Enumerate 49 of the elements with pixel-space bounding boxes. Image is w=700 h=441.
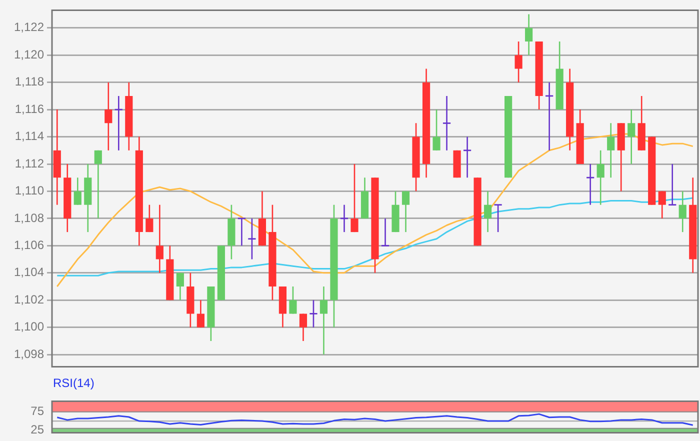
candlestick xyxy=(320,286,328,356)
candlestick xyxy=(514,40,522,83)
candlestick xyxy=(146,204,154,233)
candlestick xyxy=(238,218,246,246)
y-tick-label: 1,110 xyxy=(14,184,44,198)
y-tick-label: 1,116 xyxy=(14,102,44,116)
candlestick xyxy=(104,82,112,152)
y-tick-label: 1,098 xyxy=(14,346,44,361)
candlestick xyxy=(484,190,492,233)
chart-title: RSI(14) xyxy=(53,376,94,390)
y-tick-label: 1,112 xyxy=(14,156,44,170)
candlestick xyxy=(114,95,122,152)
candlestick xyxy=(586,163,594,206)
candlestick xyxy=(340,204,348,233)
candlestick xyxy=(463,136,472,178)
candlestick xyxy=(381,218,390,246)
candlestick xyxy=(628,108,636,165)
y-tick-label: 1,108 xyxy=(14,210,44,225)
y-tick-label: 1,122 xyxy=(14,20,44,34)
candlestick xyxy=(494,204,502,233)
candlestick xyxy=(176,272,184,301)
candlestick xyxy=(442,95,451,152)
candlestick xyxy=(196,299,204,328)
candlestick xyxy=(546,82,554,152)
y-tick-label: 75 xyxy=(30,404,44,418)
candlestick xyxy=(596,150,604,206)
candlestick xyxy=(310,299,318,328)
y-tick-label: 1,120 xyxy=(14,47,44,62)
candlestick xyxy=(432,108,440,152)
y-tick-label: 25 xyxy=(30,422,44,437)
candlestick xyxy=(299,313,308,342)
candlestick xyxy=(658,190,666,220)
candlestick xyxy=(94,150,102,220)
candlestick xyxy=(156,204,164,274)
y-tick-label: 1,106 xyxy=(14,238,44,252)
candlestick xyxy=(402,190,410,233)
candlestick xyxy=(525,14,533,56)
candlestick xyxy=(289,286,297,314)
y-tick-label: 1,114 xyxy=(14,129,44,144)
candlestick xyxy=(607,122,615,178)
y-tick-label: 1,100 xyxy=(14,320,44,334)
candlestick xyxy=(248,218,256,260)
candlestick xyxy=(74,176,82,206)
candlestick xyxy=(678,190,686,233)
y-tick-label: 1,104 xyxy=(14,265,44,280)
candlestick xyxy=(350,163,358,233)
y-tick-label: 1,102 xyxy=(14,292,44,306)
y-tick-label: 1,118 xyxy=(14,74,44,89)
candlestick xyxy=(668,163,676,206)
